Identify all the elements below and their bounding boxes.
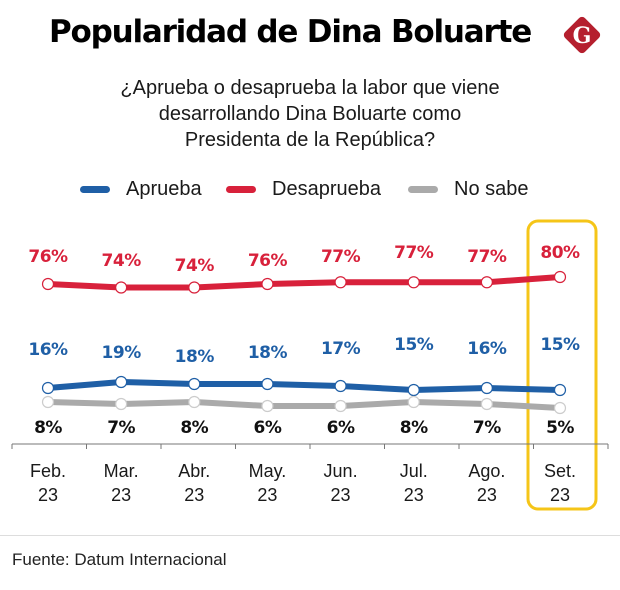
data-label-aprueba: 17%	[321, 339, 361, 359]
data-label-no-sabe: 7%	[473, 418, 501, 438]
data-point-no-sabe	[41, 395, 55, 409]
legend-item-desaprueba: Desaprueba	[226, 178, 381, 201]
data-point-aprueba	[480, 381, 493, 395]
legend-label: Desaprueba	[272, 178, 381, 200]
x-tick-label-year: 23	[550, 485, 570, 505]
data-point-desaprueba	[480, 276, 493, 289]
x-tick-label-year: 23	[331, 485, 351, 505]
data-point-aprueba	[261, 377, 274, 391]
data-label-no-sabe: 6%	[253, 418, 281, 438]
subtitle-line: desarrollando Dina Boluarte como	[158, 103, 462, 125]
data-label-aprueba: 19%	[102, 343, 142, 363]
data-label-desaprueba: 77%	[321, 247, 361, 267]
data-label-aprueba: 15%	[394, 335, 434, 355]
data-point-no-sabe	[334, 399, 347, 413]
data-point-no-sabe	[261, 399, 274, 413]
data-label-desaprueba: 77%	[394, 243, 434, 263]
data-label-aprueba: 18%	[175, 347, 215, 367]
legend-item-aprueba: Aprueba	[80, 178, 202, 201]
data-point-desaprueba	[334, 276, 347, 289]
x-tick-label: Mar.	[104, 461, 139, 481]
legend-item-no-sabe: No sabe	[408, 178, 529, 201]
subtitle-line: Presidenta de la República?	[184, 129, 436, 151]
data-label-no-sabe: 7%	[107, 418, 135, 438]
data-label-desaprueba: 76%	[248, 251, 288, 271]
x-tick-label: Jun.	[324, 461, 358, 481]
data-point-desaprueba	[188, 281, 201, 294]
data-point-aprueba	[334, 379, 347, 393]
data-point-no-sabe	[115, 397, 128, 411]
x-tick-label-year: 23	[477, 485, 497, 505]
legend-label: No sabe	[454, 178, 529, 200]
data-point-desaprueba	[407, 276, 420, 289]
data-label-desaprueba: 74%	[102, 251, 142, 271]
legend-swatch-aprueba	[80, 186, 110, 193]
data-point-aprueba	[407, 383, 420, 397]
x-tick-label-year: 23	[111, 485, 131, 505]
data-label-no-sabe: 8%	[400, 418, 428, 438]
x-tick-label: Jul.	[400, 461, 428, 481]
x-tick-label: Feb.	[30, 461, 66, 481]
data-label-no-sabe: 8%	[180, 418, 208, 438]
data-point-desaprueba	[115, 281, 128, 294]
data-point-desaprueba	[553, 270, 567, 284]
x-tick-label-year: 23	[257, 485, 277, 505]
chart-title-text: Popularidad de Dina Boluarte	[48, 14, 532, 50]
legend-swatch-no-sabe	[408, 186, 438, 193]
data-label-aprueba: 15%	[540, 335, 580, 355]
legend-label: Aprueba	[126, 178, 202, 200]
data-label-desaprueba: 77%	[467, 247, 507, 267]
data-point-aprueba	[41, 381, 55, 395]
x-tick-label: Set.	[544, 461, 576, 481]
data-label-aprueba: 16%	[467, 339, 507, 359]
data-point-aprueba	[553, 383, 567, 397]
x-tick-label: Abr.	[178, 461, 210, 481]
footer-divider	[0, 535, 620, 536]
data-label-aprueba: 16%	[28, 340, 68, 360]
data-point-desaprueba	[41, 277, 55, 291]
x-tick-label-year: 23	[38, 485, 58, 505]
data-point-aprueba	[115, 375, 128, 389]
data-point-desaprueba	[261, 277, 274, 291]
data-label-no-sabe: 5%	[546, 418, 574, 438]
data-label-desaprueba: 76%	[28, 247, 68, 267]
legend-swatch-desaprueba	[226, 186, 256, 193]
data-label-no-sabe: 6%	[327, 418, 355, 438]
highlight-box	[526, 219, 598, 511]
data-point-no-sabe	[407, 395, 420, 409]
series-line-desaprueba	[45, 274, 563, 291]
series-line-no-sabe	[45, 399, 563, 411]
x-tick-label: Ago.	[468, 461, 505, 481]
data-label-aprueba: 18%	[248, 343, 288, 363]
subtitle-line: ¿Aprueba o desaprueba la labor que viene	[120, 77, 500, 99]
chart-subtitle: ¿Aprueba o desaprueba la labor que viene…	[0, 75, 620, 153]
data-point-no-sabe	[480, 397, 493, 411]
x-tick-label: May.	[249, 461, 287, 481]
chart-legend: Aprueba Desaprueba No sabe	[0, 178, 620, 206]
brand-logo-icon: G	[563, 16, 601, 54]
data-label-desaprueba: 80%	[540, 243, 580, 263]
x-tick-label-year: 23	[404, 485, 424, 505]
data-label-desaprueba: 74%	[175, 256, 215, 276]
chart-title: Popularidad de Dina Boluarte	[0, 14, 620, 50]
data-label-no-sabe: 8%	[34, 418, 62, 438]
data-point-no-sabe	[188, 395, 201, 409]
data-point-no-sabe	[553, 401, 567, 415]
series-line-aprueba	[45, 379, 563, 393]
source-note: Fuente: Datum Internacional	[12, 550, 227, 569]
svg-text:G: G	[573, 23, 592, 49]
x-tick-label-year: 23	[184, 485, 204, 505]
data-point-aprueba	[188, 377, 201, 391]
